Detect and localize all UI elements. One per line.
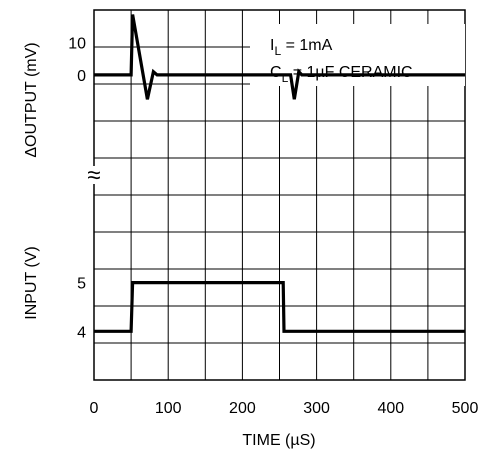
x-tick-label: 400 — [377, 400, 404, 417]
x-axis-title: TIME (µS) — [242, 432, 315, 449]
input-tick-label: 4 — [77, 324, 86, 341]
plot-frame — [93, 9, 466, 381]
series-group — [94, 14, 465, 333]
x-tick-label: 300 — [303, 400, 330, 417]
tick-labels: 0 100 200 300 400 500 0 10 4 5 — [68, 35, 478, 417]
x-tick-label: 0 — [90, 400, 99, 417]
output-trace — [94, 14, 465, 100]
output-tick-label: 10 — [68, 35, 86, 52]
axis-break-mark: ≈ — [87, 162, 100, 189]
axis-break-background — [82, 166, 106, 184]
output-tick-label: 0 — [77, 68, 86, 85]
input-tick-label: 5 — [77, 276, 86, 293]
annotation-load-capacitance: CL = 1µF CERAMIC — [270, 64, 413, 85]
annotation-load-current: IL = 1mA — [270, 37, 333, 58]
output-axis-title: ΔOUTPUT (mV) — [23, 42, 40, 157]
input-axis-title: INPUT (V) — [23, 246, 40, 319]
x-tick-label: 200 — [229, 400, 256, 417]
x-tick-label: 500 — [452, 400, 479, 417]
input-trace — [94, 281, 465, 333]
x-tick-label: 100 — [155, 400, 182, 417]
